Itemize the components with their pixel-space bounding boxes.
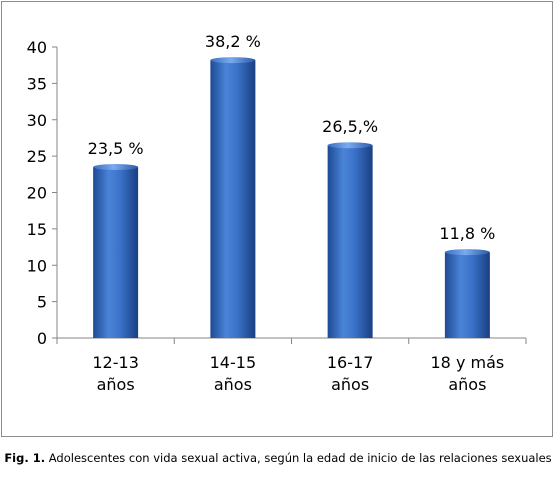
data-label: 26,5,% [322,117,378,136]
category-label: 14-15 [210,353,257,372]
bar-top [444,249,490,256]
y-tick-label: 30 [27,111,47,130]
figure-caption: Fig. 1. Adolescentes con vida sexual act… [0,451,556,466]
category-label: años [97,375,135,394]
bar-chart: 0 5 10 15 20 25 30 35 40 23,5 % 12-13 años 38,2 % 14… [27,32,527,394]
category-label: 18 y más [431,353,505,372]
category-label: 16-17 [327,353,374,372]
bar-top [327,142,373,149]
y-tick-label: 20 [27,184,47,203]
y-tick-label: 0 [37,329,47,348]
bar-top [210,57,256,64]
bar [444,252,490,338]
figure-frame [1,1,553,437]
category-label: años [214,375,252,394]
category-label: años [448,375,486,394]
bars [93,57,490,338]
data-label: 38,2 % [205,32,261,51]
data-label: 23,5 % [88,139,144,158]
bar-group [210,57,256,338]
y-tick-label: 35 [27,74,47,93]
caption-prefix: Fig. 1. [4,451,46,465]
bar-group [93,164,139,338]
y-tick-label: 15 [27,220,47,239]
bar-group [444,249,490,338]
y-tick-label: 25 [27,147,47,166]
labels: 23,5 % 12-13 años 38,2 % 14-15 años 26,5,% 16-1… [88,32,505,394]
y-tick-label: 10 [27,256,47,275]
y-tick-label: 40 [27,38,47,57]
category-label: años [331,375,369,394]
bar [210,60,256,338]
y-tick-label: 5 [37,293,47,312]
caption-text: Adolescentes con vida sexual activa, seg… [45,451,552,465]
bar [93,167,139,338]
bar-top [93,164,139,171]
category-label: 12-13 [92,353,139,372]
data-label: 11,8 % [439,224,495,243]
bar-group [327,142,373,338]
bar [327,145,373,338]
